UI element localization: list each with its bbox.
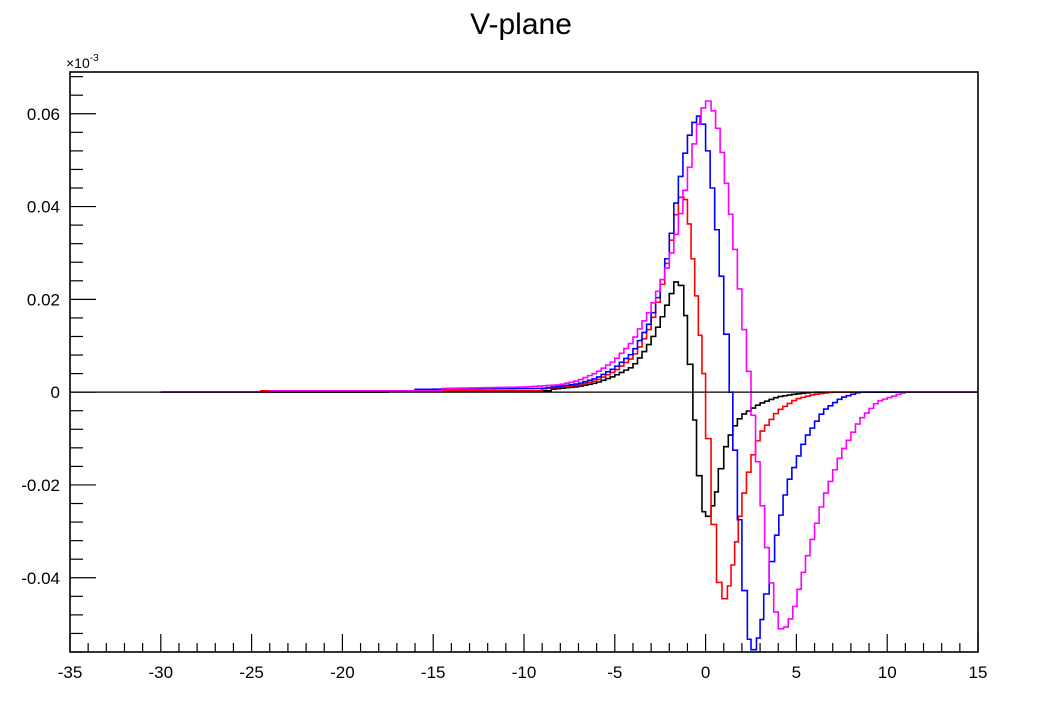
axis-layer: -35 -30 -25 -20 -15 -10 -5 0 5 10 15 -0.04 -0.02 0 0.0… bbox=[21, 76, 988, 682]
plot-frame bbox=[69, 71, 979, 653]
x-tick-label: -10 bbox=[512, 663, 537, 682]
x-tick-label: 10 bbox=[878, 663, 897, 682]
x-tick-label: 5 bbox=[792, 663, 801, 682]
x-tick-label: -35 bbox=[58, 663, 83, 682]
series-layer bbox=[160, 100, 978, 651]
x-tick-label: -25 bbox=[239, 663, 264, 682]
y-tick-label: 0.02 bbox=[27, 290, 60, 309]
chart-title: V-plane bbox=[470, 8, 572, 41]
y-exponent-power: -3 bbox=[90, 53, 99, 64]
series-line-1 bbox=[160, 281, 978, 518]
x-tick-label: 15 bbox=[969, 663, 988, 682]
series-line-2 bbox=[160, 196, 978, 600]
y-tick-label: 0.04 bbox=[27, 198, 60, 217]
x-tick-label: -30 bbox=[149, 663, 174, 682]
y-exponent-label: ×10-3 bbox=[66, 53, 99, 71]
y-tick-label: -0.02 bbox=[21, 476, 60, 495]
series-line-4 bbox=[160, 100, 978, 630]
y-tick-label: 0 bbox=[51, 383, 60, 402]
y-exponent-base: ×10 bbox=[66, 55, 90, 71]
x-tick-label: -5 bbox=[607, 663, 622, 682]
y-tick-label: 0.06 bbox=[27, 105, 60, 124]
y-tick-label: -0.04 bbox=[21, 569, 60, 588]
x-tick-label: -15 bbox=[421, 663, 446, 682]
x-tick-label: -20 bbox=[330, 663, 355, 682]
x-tick-label: 0 bbox=[701, 663, 710, 682]
